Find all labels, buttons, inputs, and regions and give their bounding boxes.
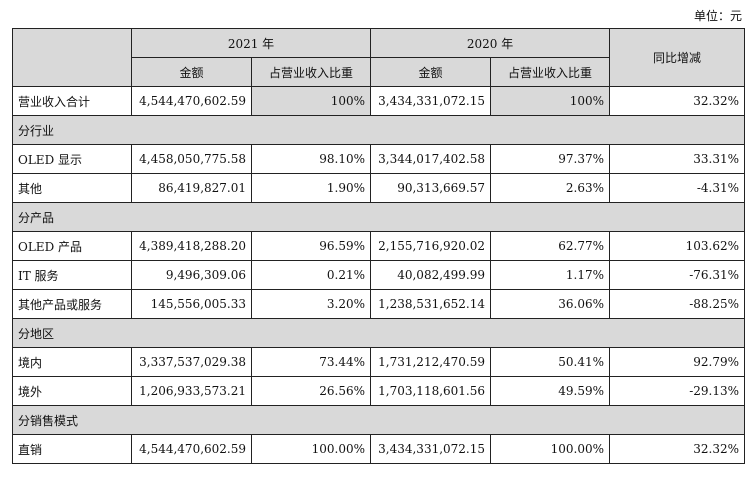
section-industry: 分行业 (11, 115, 746, 145)
header-ratio-2021: 占营业收入比重 (250, 57, 372, 87)
amount-2020: 3,434,331,072.15 (370, 86, 492, 116)
ratio-2021: 1.90% (250, 173, 372, 203)
amount-2021: 4,458,050,775.58 (131, 144, 252, 174)
ratio-2021: 100% (250, 86, 372, 116)
header-amount-2021: 金额 (131, 57, 252, 87)
ratio-2020: 100.00% (490, 434, 611, 464)
section-row: 分行业 (11, 115, 746, 145)
ratio-2021: 96.59% (250, 231, 372, 261)
yoy-change: 103.62% (609, 231, 746, 261)
row-label: 境内 (12, 347, 132, 377)
row-label: 其他产品或服务 (12, 289, 132, 319)
section-row: 分销售模式 (11, 405, 746, 435)
header-yoy: 同比增减 (609, 28, 746, 87)
ratio-2020: 50.41% (490, 347, 611, 377)
ratio-2021: 3.20% (250, 289, 372, 319)
section-sales-mode: 分销售模式 (11, 405, 746, 435)
header-row-2: 金额 占营业收入比重 金额 占营业收入比重 (13, 57, 745, 87)
table-row: 其他产品或服务 145,556,005.33 3.20% 1,238,531,6… (12, 289, 746, 319)
row-label: 其他 (12, 173, 132, 203)
ratio-2021: 100.00% (250, 434, 372, 464)
ratio-2020: 100% (490, 86, 611, 116)
amount-2020: 1,731,212,470.59 (370, 347, 492, 377)
amount-2020: 90,313,669.57 (370, 173, 492, 203)
ratio-2020: 49.59% (490, 376, 611, 406)
amount-2020: 2,155,716,920.02 (370, 231, 492, 261)
row-label: 直销 (12, 434, 132, 464)
yoy-change: 32.32% (609, 434, 746, 464)
amount-2021: 4,544,470,602.59 (131, 434, 252, 464)
amount-2021: 4,544,470,602.59 (131, 86, 252, 116)
ratio-2020: 36.06% (490, 289, 611, 319)
table-row: 境外 1,206,933,573.21 26.56% 1,703,118,601… (12, 376, 746, 406)
section-row: 分产品 (11, 202, 746, 232)
row-label: OLED 显示 (12, 144, 132, 174)
yoy-change: 33.31% (609, 144, 746, 174)
amount-2021: 9,496,309.06 (131, 260, 252, 290)
section-row: 分地区 (11, 318, 746, 348)
amount-2021: 3,337,537,029.38 (131, 347, 252, 377)
yoy-change: -4.31% (609, 173, 746, 203)
row-label: 营业收入合计 (12, 86, 132, 116)
ratio-2020: 1.17% (490, 260, 611, 290)
amount-2021: 145,556,005.33 (131, 289, 252, 319)
yoy-change: 92.79% (609, 347, 746, 377)
ratio-2020: 97.37% (490, 144, 611, 174)
row-label: OLED 产品 (12, 231, 132, 261)
amount-2020: 3,344,017,402.58 (370, 144, 492, 174)
amount-2021: 86,419,827.01 (131, 173, 252, 203)
section-product: 分产品 (11, 202, 746, 232)
amount-2020: 3,434,331,072.15 (370, 434, 492, 464)
row-label: 境外 (12, 376, 132, 406)
ratio-2021: 98.10% (250, 144, 372, 174)
header-row-1: 2021 年 2020 年 同比增减 (12, 28, 746, 87)
amount-2020: 40,082,499.99 (370, 260, 492, 290)
ratio-2021: 26.56% (250, 376, 372, 406)
amount-2021: 1,206,933,573.21 (131, 376, 252, 406)
section-region: 分地区 (11, 318, 746, 348)
table-row: IT 服务 9,496,309.06 0.21% 40,082,499.99 1… (12, 260, 746, 290)
table-row: OLED 产品 4,389,418,288.20 96.59% 2,155,71… (12, 231, 746, 261)
row-label: IT 服务 (12, 260, 132, 290)
header-amount-2020: 金额 (370, 57, 492, 87)
yoy-change: 32.32% (609, 86, 746, 116)
revenue-table: 2021 年 2020 年 同比增减 金额 占营业收入比重 金额 占营业收入比重… (11, 28, 746, 464)
ratio-2020: 2.63% (490, 173, 611, 203)
header-year-2020: 2020 年 (370, 28, 611, 58)
table-row: 其他 86,419,827.01 1.90% 90,313,669.57 2.6… (12, 173, 746, 203)
yoy-change: -76.31% (609, 260, 746, 290)
header-ratio-2020: 占营业收入比重 (490, 57, 611, 87)
header-year-2021: 2021 年 (130, 28, 372, 58)
ratio-2021: 0.21% (250, 260, 372, 290)
table-row: 直销 4,544,470,602.59 100.00% 3,434,331,07… (12, 434, 746, 464)
amount-2020: 1,238,531,652.14 (370, 289, 492, 319)
yoy-change: -29.13% (609, 376, 746, 406)
header-blank (12, 28, 132, 87)
ratio-2021: 73.44% (250, 347, 372, 377)
table-row: OLED 显示 4,458,050,775.58 98.10% 3,344,01… (12, 144, 746, 174)
table-row: 境内 3,337,537,029.38 73.44% 1,731,212,470… (12, 347, 746, 377)
table-row: 营业收入合计 4,544,470,602.59 100% 3,434,331,0… (12, 86, 746, 116)
yoy-change: -88.25% (609, 289, 746, 319)
amount-2021: 4,389,418,288.20 (131, 231, 252, 261)
ratio-2020: 62.77% (490, 231, 611, 261)
amount-2020: 1,703,118,601.56 (370, 376, 492, 406)
unit-label: 单位：元 (693, 9, 742, 23)
